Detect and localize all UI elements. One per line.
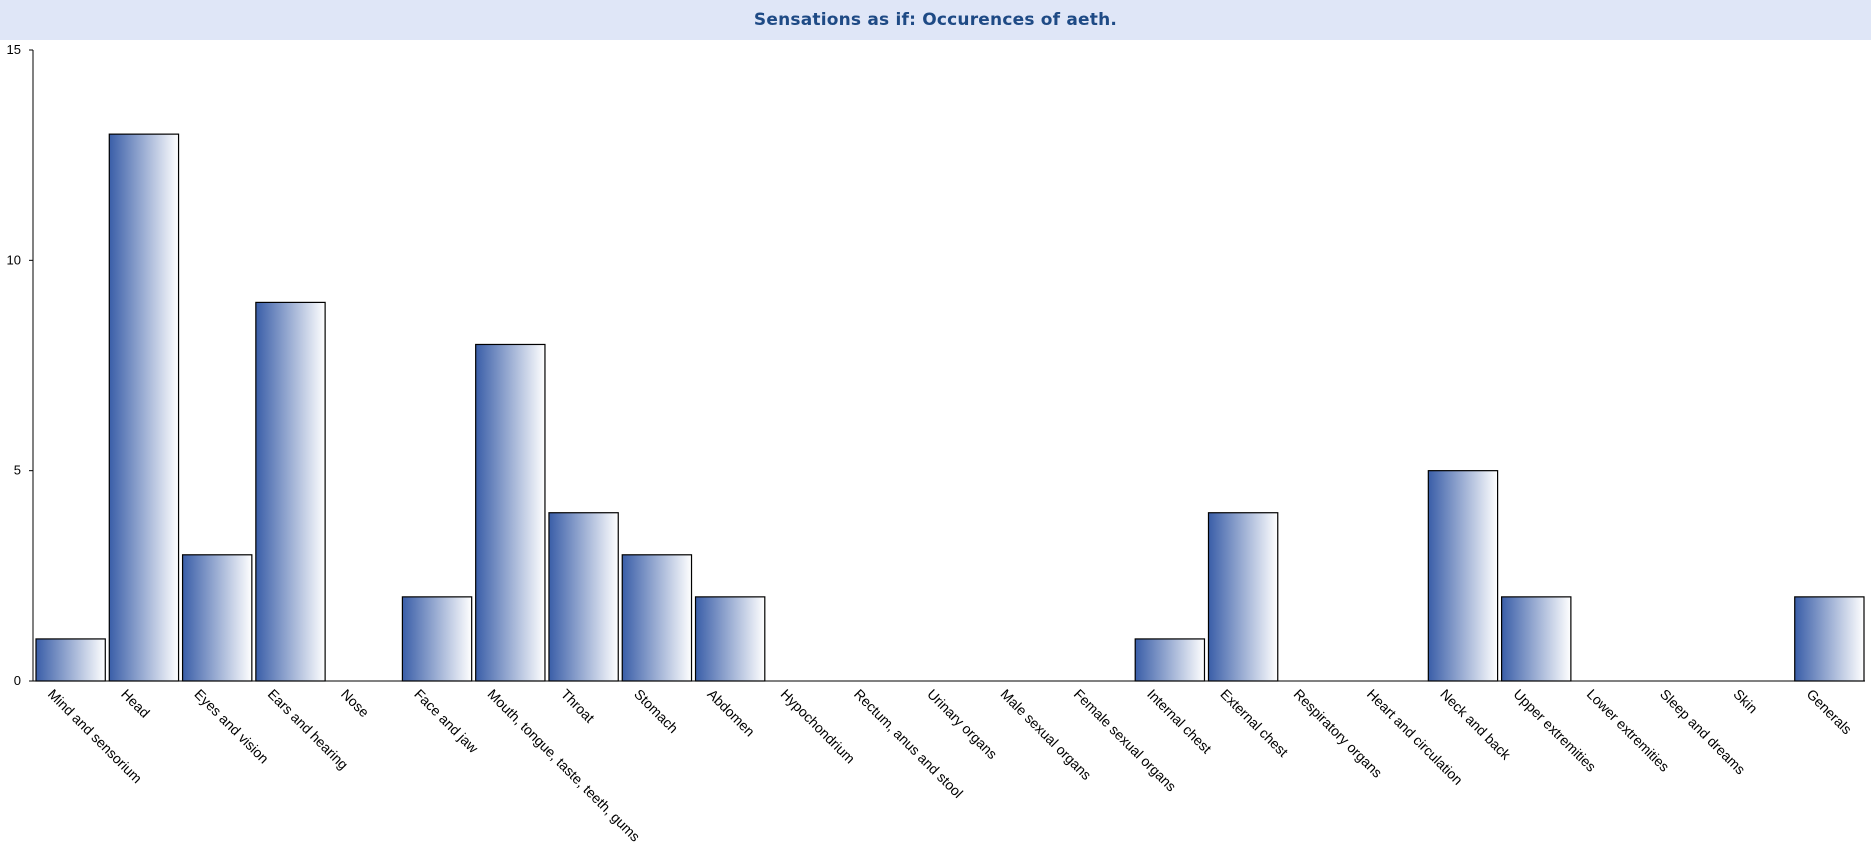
bar — [401, 596, 473, 682]
bar — [694, 596, 766, 682]
y-tick-label: 5 — [14, 463, 21, 478]
y-tick-label: 15 — [7, 42, 21, 57]
x-tick-label: Eyes and vision — [191, 686, 272, 767]
bar — [475, 343, 546, 682]
bar — [548, 512, 619, 682]
x-tick-label: Abdomen — [704, 686, 758, 740]
bar — [1427, 470, 1499, 682]
x-tick-label: Throat — [558, 686, 598, 726]
y-axis: 0 5 10 15 — [7, 42, 34, 688]
bar — [35, 638, 106, 682]
x-tick-label: Skin — [1730, 686, 1761, 717]
chart-title: Sensations as if: Occurences of aeth. — [753, 10, 1118, 30]
x-tick-label: Ears and hearing — [265, 686, 352, 773]
x-tick-label: Urinary organs — [924, 686, 1000, 762]
bar — [1207, 512, 1279, 682]
bar — [1794, 596, 1865, 682]
y-tick-label: 0 — [14, 673, 21, 688]
x-tick-label: Hypochondrium — [778, 686, 859, 767]
bar — [1134, 638, 1206, 682]
bar — [181, 554, 253, 682]
x-tick-label: External chest — [1217, 686, 1291, 760]
bar — [255, 301, 326, 682]
x-tick-label: Generals — [1804, 686, 1855, 737]
x-tick-label: Face and jaw — [411, 686, 482, 757]
chart-title-bar: Sensations as if: Occurences of aeth. — [0, 0, 1871, 40]
bar — [621, 554, 693, 682]
x-tick-label: Stomach — [631, 686, 681, 736]
x-tick-label: Nose — [338, 686, 373, 721]
x-tick-label: Neck and back — [1437, 686, 1515, 764]
y-tick-label: 10 — [7, 252, 21, 267]
bar — [1500, 596, 1572, 682]
x-tick-label: Head — [118, 686, 153, 721]
x-tick-label: Mouth, tongue, taste, teeth, gums — [485, 686, 644, 845]
bars — [35, 133, 1865, 682]
bar — [108, 133, 180, 682]
x-tick-label: Internal chest — [1144, 686, 1215, 757]
